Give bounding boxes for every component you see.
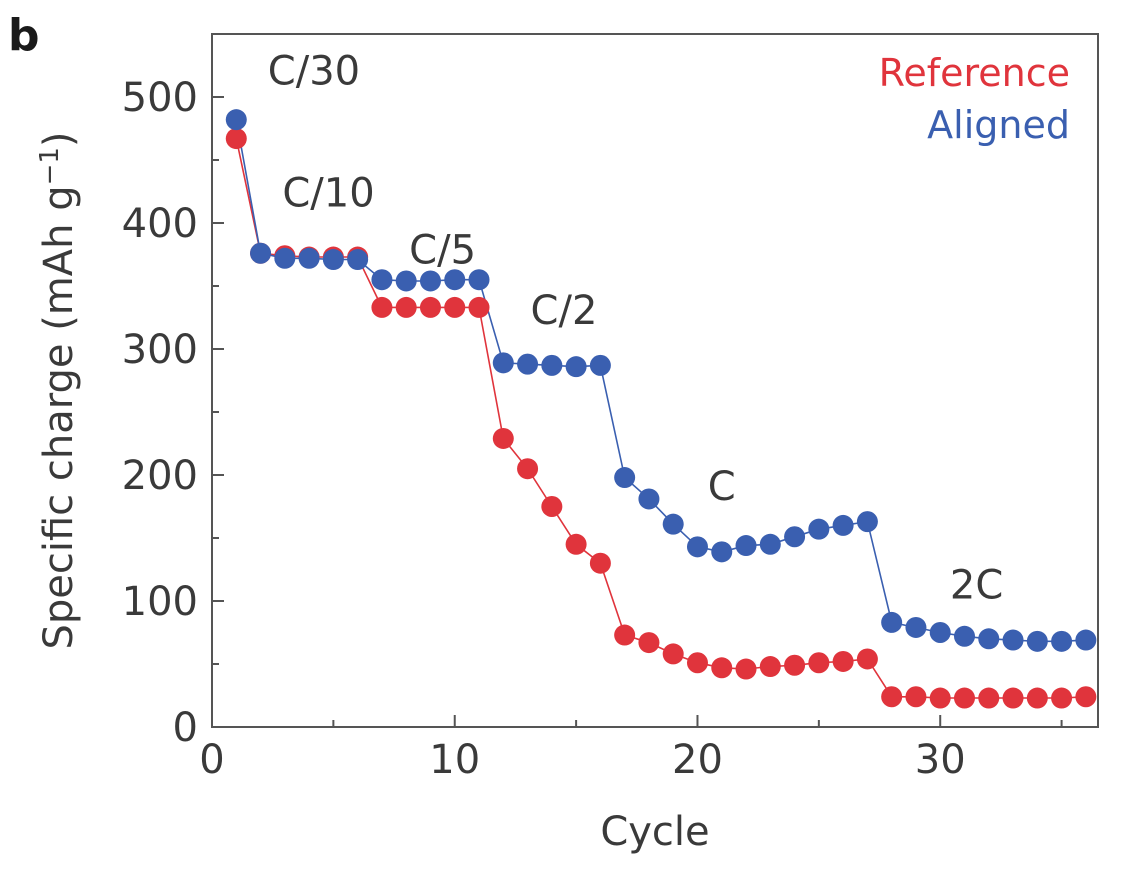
point-aligned [517,353,539,375]
point-aligned [250,242,272,264]
point-aligned [468,269,490,291]
point-reference [589,552,611,574]
point-reference [832,650,854,672]
point-aligned [784,526,806,548]
point-reference [1075,686,1097,708]
rate-label: C/10 [282,171,374,217]
y-tick-label: 100 [122,579,198,625]
point-aligned [686,536,708,558]
point-aligned [589,354,611,376]
point-reference [638,632,660,654]
point-aligned [1002,629,1024,651]
legend-entry-reference: Reference [879,51,1070,95]
y-axis-title-main: Specific charge (mAh g [36,185,82,649]
point-reference [517,458,539,480]
panel-label: b [8,10,40,61]
point-reference [662,643,684,665]
point-aligned [395,270,417,292]
point-reference [686,652,708,674]
x-tick-label: 0 [199,737,224,783]
y-tick-label: 300 [122,327,198,373]
point-reference [492,427,514,449]
x-tick-label: 20 [672,737,723,783]
point-reference [953,687,975,709]
point-aligned [614,467,636,489]
point-aligned [492,352,514,374]
point-reference [225,128,247,150]
legend-entry-aligned: Aligned [927,103,1070,147]
point-reference [541,496,563,517]
y-tick-label: 400 [122,201,198,247]
point-aligned [541,354,563,376]
point-aligned [1051,630,1073,652]
point-aligned [347,249,369,271]
point-reference [371,296,393,318]
point-reference [978,687,1000,709]
point-reference [759,656,781,678]
point-reference [808,652,830,674]
point-reference [565,533,587,555]
point-aligned [808,518,830,540]
point-reference [395,296,417,318]
point-reference [614,624,636,646]
point-reference [856,648,878,670]
point-reference [1051,687,1073,709]
point-reference [711,657,733,679]
point-aligned [225,109,247,131]
point-aligned [735,535,757,557]
plot-frame [211,33,1099,728]
point-aligned [711,541,733,563]
rate-label: C/5 [409,227,476,273]
point-aligned [298,247,320,269]
y-axis-title: Specific charge (mAh g−1) [35,131,82,649]
point-reference [905,686,927,708]
x-tick-label: 30 [915,737,966,783]
x-axis-title: Cycle [600,809,709,855]
point-reference [468,296,490,318]
point-aligned [638,488,660,510]
rate-label: 2C [950,562,1003,608]
rate-label: C/2 [531,288,598,334]
y-axis-title-superscript: −1 [35,147,65,185]
point-reference [1002,687,1024,709]
point-reference [419,296,441,318]
point-reference [444,296,466,318]
rate-label: C/30 [268,48,360,94]
point-aligned [978,628,1000,650]
point-aligned [1075,629,1097,651]
point-aligned [905,616,927,638]
y-tick-label: 0 [173,705,198,751]
point-aligned [662,513,684,535]
point-aligned [953,625,975,647]
point-aligned [274,247,296,269]
point-aligned [565,356,587,378]
y-axis-title-close: ) [36,131,82,147]
point-aligned [371,269,393,291]
point-aligned [759,533,781,555]
point-aligned [881,611,903,633]
point-aligned [1026,630,1048,652]
series-line-reference [235,138,1086,699]
point-aligned [419,270,441,292]
point-reference [1026,687,1048,709]
y-tick-label: 500 [122,75,198,121]
x-tick-label: 10 [429,737,480,783]
point-aligned [929,622,951,643]
point-aligned [832,514,854,536]
rate-label: C [708,464,736,510]
point-reference [735,658,757,680]
point-reference [881,686,903,708]
point-aligned [856,511,878,533]
point-reference [929,687,951,709]
point-aligned [322,249,344,271]
y-tick-label: 200 [122,453,198,499]
point-reference [784,654,806,676]
point-aligned [444,269,466,291]
